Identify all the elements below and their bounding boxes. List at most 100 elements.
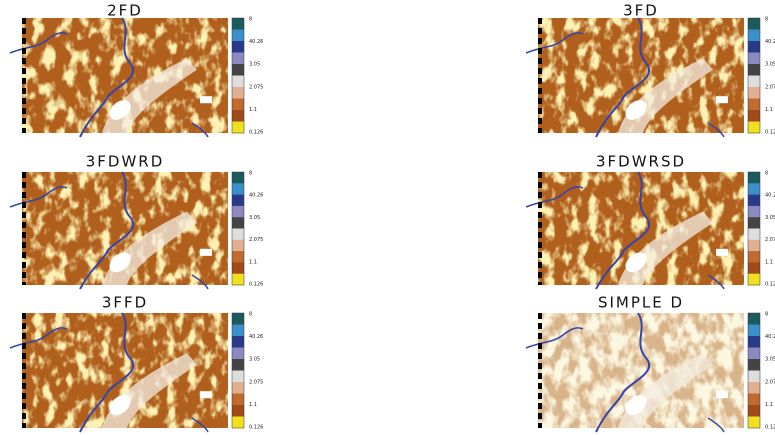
colorbar-segment xyxy=(748,29,760,42)
lake xyxy=(625,100,647,120)
colorbar-segment xyxy=(748,217,760,229)
colorbar-segment xyxy=(232,239,244,252)
colorbar-label: 0.126 xyxy=(249,130,263,136)
colorbar-label: 1.1 xyxy=(765,259,773,265)
colorbar-label: 40.26 xyxy=(249,39,263,45)
patch xyxy=(200,248,212,256)
colorbar-label: 40.26 xyxy=(765,334,775,340)
panel: 3FFD 8 40.26 3.05 2.075 1.1 0.126 xyxy=(9,294,263,433)
colorbar-label: 8 xyxy=(765,312,768,318)
lake xyxy=(109,395,131,415)
colorbar-frame xyxy=(747,312,761,429)
colorbar-segment xyxy=(232,98,244,111)
river-exit xyxy=(191,417,209,433)
colorbar-label: 3.05 xyxy=(765,62,775,68)
colorbar-segment xyxy=(232,382,244,394)
colorbar-segment xyxy=(748,416,760,429)
lake xyxy=(625,395,647,415)
panel: SIMPLE D 8 40.26 3.05 2.075 1.1 0.126 xyxy=(525,294,775,433)
colorbar-segment xyxy=(748,336,760,348)
colorbar-segment xyxy=(232,416,244,429)
panel: 2FD 8 40.26 3.05 2.075 1.1 0.126 xyxy=(9,2,263,138)
colorbar-label: 40.26 xyxy=(249,334,263,340)
colorbar-segment xyxy=(748,172,760,184)
colorbar-segment xyxy=(232,405,244,417)
panel-title: 2FD xyxy=(107,2,143,20)
colorbar-label: 1.1 xyxy=(249,259,257,265)
colorbar-label: 8 xyxy=(765,171,768,177)
colorbar-label: 2.075 xyxy=(765,237,775,243)
colorbar-segment xyxy=(232,336,244,348)
colorbar-segment xyxy=(748,347,760,360)
colorbar-label: 2.075 xyxy=(249,237,263,243)
colorbar-segment xyxy=(748,313,760,325)
colorbar-segment xyxy=(748,52,760,65)
colorbar-label: 40.26 xyxy=(249,193,263,199)
colorbar-segment xyxy=(748,183,760,195)
patch xyxy=(200,391,212,399)
colorbar-segment xyxy=(232,29,244,42)
colorbar-segment xyxy=(748,228,760,241)
colorbar-segment xyxy=(232,393,244,406)
colorbar-segment xyxy=(232,262,244,274)
colorbar-label: 40.26 xyxy=(765,39,775,45)
colorbar-segment xyxy=(232,41,244,53)
colorbar-segment xyxy=(232,217,244,229)
colorbar-frame xyxy=(231,171,245,286)
colorbar-segment xyxy=(748,110,760,122)
colorbar-label: 0.126 xyxy=(765,425,775,431)
colorbar-segment xyxy=(232,228,244,241)
colorbar-frame xyxy=(231,17,245,134)
colorbar-segment xyxy=(748,64,760,76)
colorbar-segment xyxy=(748,393,760,406)
colorbar-label: 2.075 xyxy=(765,379,775,385)
colorbar-label: 1.1 xyxy=(765,402,773,408)
river-exit xyxy=(191,274,209,290)
colorbar-label: 1.1 xyxy=(249,107,257,113)
colorbar-segment xyxy=(748,251,760,263)
colorbar-frame xyxy=(747,171,761,286)
lake xyxy=(109,100,131,120)
colorbar-segment xyxy=(748,18,760,30)
panel-title: 3FD xyxy=(623,2,659,20)
colorbar-label: 0.126 xyxy=(249,282,263,288)
colorbar-segment xyxy=(232,324,244,337)
colorbar-segment xyxy=(232,172,244,184)
colorbar-segment xyxy=(232,52,244,65)
river xyxy=(595,312,650,433)
colorbar-segment xyxy=(748,87,760,99)
colorbar-segment xyxy=(748,382,760,394)
panel-title: SIMPLE D xyxy=(598,294,684,312)
patch xyxy=(716,96,728,104)
colorbar-segment xyxy=(748,405,760,417)
colorbar-segment xyxy=(232,359,244,371)
colorbar-segment xyxy=(748,41,760,53)
colorbar-label: 2.075 xyxy=(249,84,263,90)
colorbar-label: 1.1 xyxy=(765,107,773,113)
colorbar-segment xyxy=(232,121,244,134)
colorbar-label: 3.05 xyxy=(249,62,260,68)
colorbar-label: 2.075 xyxy=(249,379,263,385)
panel: 3FDWRD 8 40.26 3.05 2.075 1.1 0.126 xyxy=(9,153,263,290)
colorbar-label: 8 xyxy=(249,17,252,23)
colorbar-segment xyxy=(748,370,760,383)
colorbar-segment xyxy=(232,273,244,286)
colorbar-label: 1.1 xyxy=(249,402,257,408)
colorbar-segment xyxy=(232,75,244,88)
patch xyxy=(716,391,728,399)
colorbar-segment xyxy=(232,313,244,325)
panel: 3FDWRSD 8 40.26 3.05 2.075 1.1 0.126 xyxy=(525,153,775,290)
colorbar-segment xyxy=(232,194,244,207)
colorbar-segment xyxy=(748,98,760,111)
lake xyxy=(109,252,131,273)
colorbar-label: 8 xyxy=(765,17,768,23)
colorbar-label: 8 xyxy=(249,171,252,177)
river xyxy=(595,17,650,138)
colorbar-segment xyxy=(232,64,244,76)
colorbar-segment xyxy=(748,121,760,134)
colorbar-segment xyxy=(232,347,244,360)
colorbar-frame xyxy=(747,17,761,134)
lake xyxy=(625,252,647,273)
colorbar-label: 3.05 xyxy=(765,357,775,363)
